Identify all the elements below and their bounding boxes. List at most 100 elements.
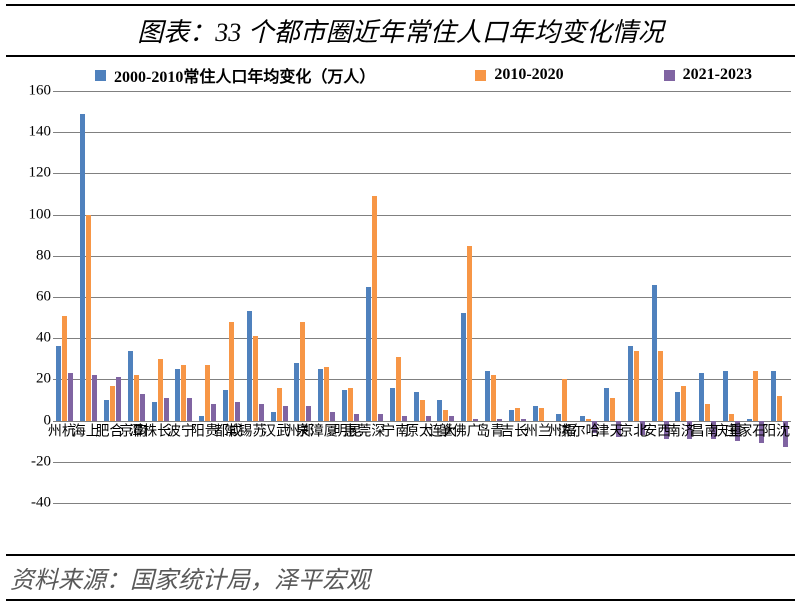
bar xyxy=(62,316,67,421)
bar xyxy=(110,386,115,421)
bar xyxy=(485,371,490,420)
bar xyxy=(634,351,639,421)
chart-title: 图表：33 个都市圈近年常住人口年均变化情况 xyxy=(6,4,795,57)
bar xyxy=(283,406,288,420)
bar xyxy=(491,375,496,420)
legend-swatch xyxy=(475,70,486,81)
bar xyxy=(330,412,335,420)
bar xyxy=(158,359,163,421)
bar xyxy=(580,416,585,420)
bar xyxy=(628,346,633,420)
legend-label: 2010-2020 xyxy=(494,66,563,84)
bar xyxy=(348,388,353,421)
legend-item-2021-2023: 2021-2023 xyxy=(664,63,752,87)
bar xyxy=(420,400,425,421)
bar xyxy=(205,365,210,421)
bar xyxy=(68,373,73,420)
bar xyxy=(747,419,752,421)
bar xyxy=(253,336,258,420)
bar xyxy=(134,375,139,420)
grid-line xyxy=(53,379,791,380)
y-tick-label: 20 xyxy=(11,371,51,388)
bar xyxy=(354,414,359,420)
y-tick-label: -40 xyxy=(11,495,51,512)
bar xyxy=(378,414,383,420)
bar xyxy=(372,196,377,421)
bar xyxy=(443,410,448,420)
bar xyxy=(152,402,157,421)
bar xyxy=(300,322,305,421)
bar xyxy=(533,406,538,420)
bar xyxy=(128,351,133,421)
bar xyxy=(164,398,169,421)
bar xyxy=(271,412,276,420)
grid-line xyxy=(53,132,791,133)
grid-line xyxy=(53,503,791,504)
bar xyxy=(402,416,407,420)
bar xyxy=(140,394,145,421)
bar xyxy=(521,419,526,421)
bar xyxy=(652,285,657,421)
bar xyxy=(426,416,431,420)
bar xyxy=(556,414,561,420)
y-tick-label: 160 xyxy=(11,83,51,100)
grid-line xyxy=(53,462,791,463)
bar xyxy=(223,390,228,421)
bar xyxy=(277,388,282,421)
legend-item-2000-2010: 2000-2010常住人口年均变化（万人） xyxy=(95,63,375,87)
bar xyxy=(181,365,186,421)
bar xyxy=(539,408,544,420)
bar xyxy=(390,388,395,421)
grid-line xyxy=(53,297,791,298)
grid-line xyxy=(53,215,791,216)
bar xyxy=(116,377,121,420)
bar xyxy=(437,400,442,421)
bar xyxy=(229,322,234,421)
legend-item-2010-2020: 2010-2020 xyxy=(475,63,563,87)
y-tick-label: 40 xyxy=(11,330,51,347)
bar xyxy=(366,287,371,421)
bar xyxy=(294,363,299,421)
bar xyxy=(187,398,192,421)
bar xyxy=(509,410,514,420)
bar xyxy=(753,371,758,420)
bar xyxy=(199,416,204,420)
y-tick-label: 0 xyxy=(11,412,51,429)
y-tick-label: 100 xyxy=(11,206,51,223)
bar xyxy=(604,388,609,421)
bar xyxy=(342,390,347,421)
bar xyxy=(467,246,472,421)
bar xyxy=(461,313,466,420)
chart-area: 2000-2010常住人口年均变化（万人） 2010-2020 2021-202… xyxy=(5,63,795,543)
y-tick-label: 60 xyxy=(11,289,51,306)
grid-line xyxy=(53,338,791,339)
bar xyxy=(497,419,502,421)
bar xyxy=(324,367,329,421)
bar xyxy=(658,351,663,421)
y-tick-label: 80 xyxy=(11,247,51,264)
plot-area xyxy=(53,91,791,503)
bar xyxy=(318,369,323,421)
grid-line xyxy=(53,256,791,257)
bar xyxy=(705,404,710,420)
bar xyxy=(56,346,61,420)
bar xyxy=(699,373,704,420)
bar xyxy=(306,406,311,420)
bar xyxy=(86,215,91,421)
bar xyxy=(104,400,109,421)
bar xyxy=(175,369,180,421)
grid-line xyxy=(53,421,791,422)
x-tick-label: 沈阳 xyxy=(770,423,788,436)
bar xyxy=(586,419,591,421)
bar xyxy=(723,371,728,420)
bar xyxy=(396,357,401,421)
bar xyxy=(235,402,240,421)
chart-container: 图表：33 个都市圈近年常住人口年均变化情况 2000-2010常住人口年均变化… xyxy=(0,4,801,601)
grid-line xyxy=(53,91,791,92)
bar xyxy=(247,311,252,420)
bar xyxy=(473,419,478,421)
bar xyxy=(259,404,264,420)
bar xyxy=(414,392,419,421)
bar xyxy=(449,416,454,420)
legend-label: 2021-2023 xyxy=(683,66,752,84)
